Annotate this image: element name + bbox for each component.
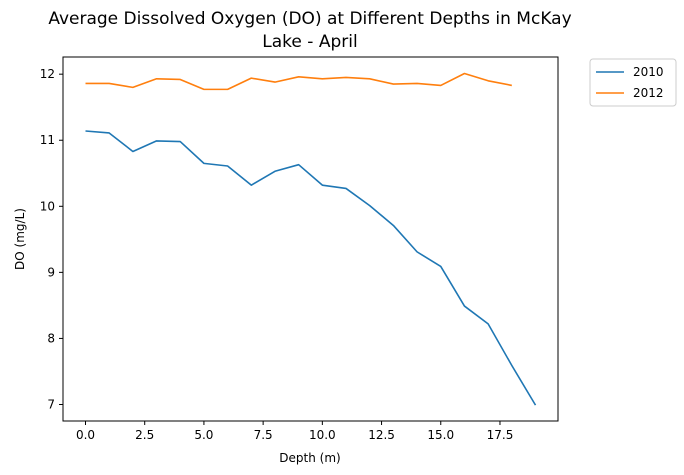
x-tick-label: 5.0 bbox=[194, 428, 213, 442]
chart-title-line-2: Lake - April bbox=[262, 32, 357, 52]
legend-box bbox=[589, 58, 677, 107]
y-tick-label: 12 bbox=[40, 67, 55, 81]
series-layer bbox=[85, 72, 537, 406]
y-tick-label: 8 bbox=[47, 331, 55, 345]
x-axis-label: Depth (m) bbox=[279, 451, 340, 465]
legend: 2010 2012 bbox=[589, 58, 677, 107]
x-tick-label: 0.0 bbox=[76, 428, 95, 442]
legend-label-2010: 2010 bbox=[633, 65, 664, 79]
x-tick-label: 17.5 bbox=[487, 428, 514, 442]
x-tick-label: 15.0 bbox=[427, 428, 454, 442]
x-tick-label: 12.5 bbox=[368, 428, 395, 442]
chart-title-line-1: Average Dissolved Oxygen (DO) at Differe… bbox=[48, 9, 571, 29]
series-line-2010 bbox=[85, 130, 537, 406]
y-tick-label: 10 bbox=[40, 199, 55, 213]
y-tick-label: 7 bbox=[47, 397, 55, 411]
x-axis-ticks: 0.0 2.5 5.0 7.5 10.0 12.5 15.0 17.5 bbox=[76, 421, 513, 442]
y-tick-label: 11 bbox=[40, 133, 55, 147]
y-axis-label: DO (mg/L) bbox=[13, 208, 27, 270]
x-tick-label: 2.5 bbox=[135, 428, 154, 442]
series-line-2012 bbox=[85, 72, 512, 91]
y-axis-ticks: 7 8 9 10 11 12 bbox=[40, 67, 63, 411]
x-tick-label: 10.0 bbox=[309, 428, 336, 442]
y-tick-label: 9 bbox=[47, 265, 55, 279]
x-tick-label: 7.5 bbox=[254, 428, 273, 442]
legend-label-2012: 2012 bbox=[633, 86, 664, 100]
plot-frame bbox=[62, 56, 559, 422]
